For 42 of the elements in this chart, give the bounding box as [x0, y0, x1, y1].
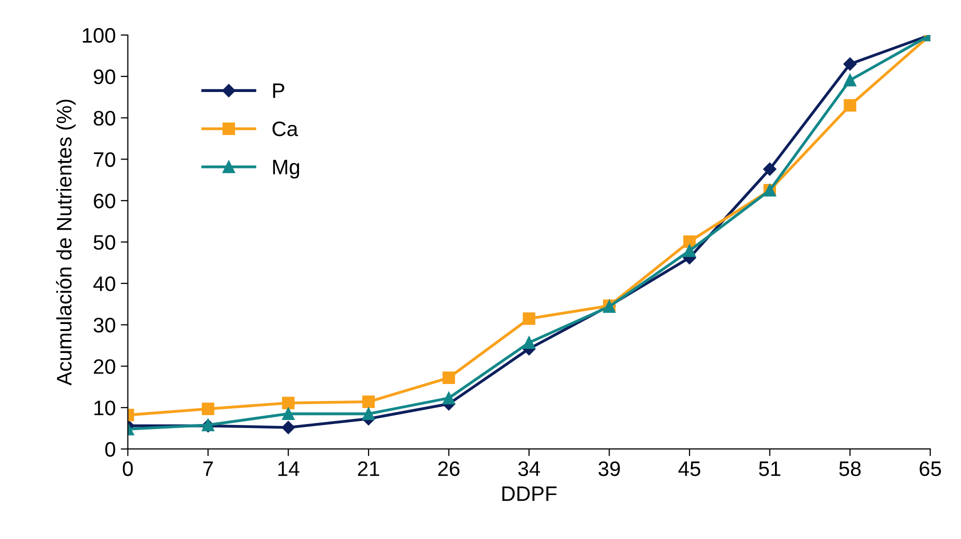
point: [362, 408, 375, 420]
x-tick-label: 0: [122, 461, 133, 476]
legend-label: P: [273, 84, 284, 98]
point: [282, 408, 295, 420]
y-axis-title: Acumulación de Nutrientes (%): [56, 100, 76, 386]
x-axis-title: DDPF: [502, 486, 557, 501]
x-tick-label: 58: [839, 461, 861, 476]
point: [683, 244, 696, 257]
legend-label: Ca: [272, 121, 298, 136]
x-tick-label: 65: [920, 461, 941, 476]
point: [442, 392, 456, 404]
point: [843, 57, 857, 71]
y-tick-label: 50: [94, 235, 116, 250]
point: [763, 162, 776, 176]
y-tick-label: 20: [94, 359, 116, 374]
x-tick-label: 39: [598, 461, 620, 476]
x-tick-label: 34: [518, 461, 540, 476]
x-tick-label: 26: [438, 461, 460, 476]
y-tick-label: 70: [94, 152, 116, 167]
point: [282, 396, 295, 410]
point: [844, 99, 856, 112]
point: [202, 402, 214, 416]
x-tick-label: 51: [759, 462, 780, 476]
point: [522, 312, 536, 325]
y-tick-label: 10: [94, 400, 116, 416]
point: [282, 420, 295, 434]
y-tick-label: 100: [82, 28, 116, 43]
y-tick-label: 60: [94, 194, 116, 208]
point: [844, 74, 856, 86]
x-tick-label: 14: [278, 462, 300, 476]
y-tick-label: 90: [94, 69, 116, 84]
point: [522, 336, 536, 349]
x-tick-label: 45: [678, 462, 700, 476]
y-tick-label: 80: [94, 110, 116, 126]
y-tick-label: 40: [93, 276, 116, 292]
point: [442, 372, 456, 384]
x-tick-label: 7: [203, 462, 213, 476]
y-tick-label: 30: [94, 318, 116, 333]
x-tick-label: 21: [358, 461, 380, 476]
legend-label: Mg: [273, 160, 300, 179]
y-tick-label: 0: [105, 442, 116, 457]
point: [362, 396, 375, 408]
